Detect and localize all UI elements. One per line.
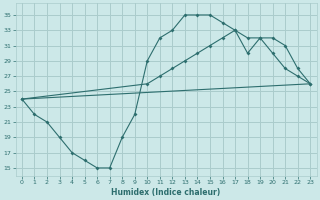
- X-axis label: Humidex (Indice chaleur): Humidex (Indice chaleur): [111, 188, 221, 197]
